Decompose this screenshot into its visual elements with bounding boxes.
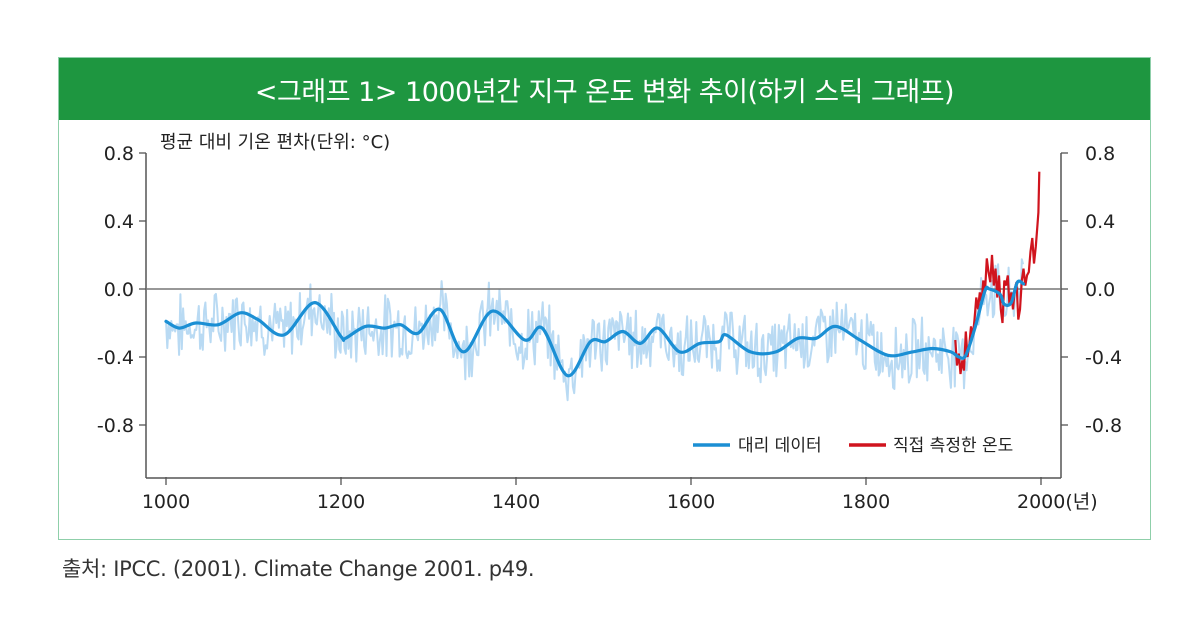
y-tick-label-left: -0.8 [97, 415, 134, 437]
y-axis-label: 평균 대비 기온 편차(단위: °C) [160, 132, 390, 153]
y-tick-label-right: -0.4 [1085, 347, 1122, 369]
y-tick-label-right: 0.8 [1085, 143, 1115, 165]
y-tick-label-right: 0.0 [1085, 279, 1115, 301]
x-tick-label: 1800 [842, 491, 890, 513]
x-tick-label: 2000(년) [1017, 491, 1098, 513]
y-tick-label-left: 0.8 [104, 143, 134, 165]
y-tick-label-right: -0.8 [1085, 415, 1122, 437]
legend: 대리 데이터 직접 측정한 온도 [693, 436, 1013, 456]
series [164, 171, 1041, 378]
x-tick-label: 1400 [492, 491, 540, 513]
x-tick-label: 1200 [317, 491, 365, 513]
y-tick-label-left: 0.0 [104, 279, 134, 301]
legend-label-instrumental: 직접 측정한 온도 [893, 436, 1013, 456]
chart-header: <그래프 1> 1000년간 지구 온도 변화 추이(하키 스틱 그래프) [59, 58, 1150, 120]
x-tick-label: 1000 [142, 491, 190, 513]
x-tick-label: 1600 [667, 491, 715, 513]
y-tick-label-right: 0.4 [1085, 211, 1115, 233]
chart-title: <그래프 1> 1000년간 지구 온도 변화 추이(하키 스틱 그래프) [254, 76, 955, 108]
chart-frame: <그래프 1> 1000년간 지구 온도 변화 추이(하키 스틱 그래프) [58, 57, 1151, 540]
axes: 0.8 0.8 0.4 0.4 0.0 0.0 -0.4 -0.4 -0.8 -0.8 1000 12… [97, 143, 1122, 513]
y-tick-label-left: -0.4 [97, 347, 134, 369]
y-tick-label-left: 0.4 [104, 211, 134, 233]
source-citation: 출처: IPCC. (2001). Climate Change 2001. p… [62, 557, 535, 581]
proxy-raw-line [165, 258, 1025, 402]
proxy-raw-band [165, 258, 1025, 402]
proxy-smooth-line [164, 279, 1026, 378]
legend-label-proxy: 대리 데이터 [738, 436, 822, 456]
